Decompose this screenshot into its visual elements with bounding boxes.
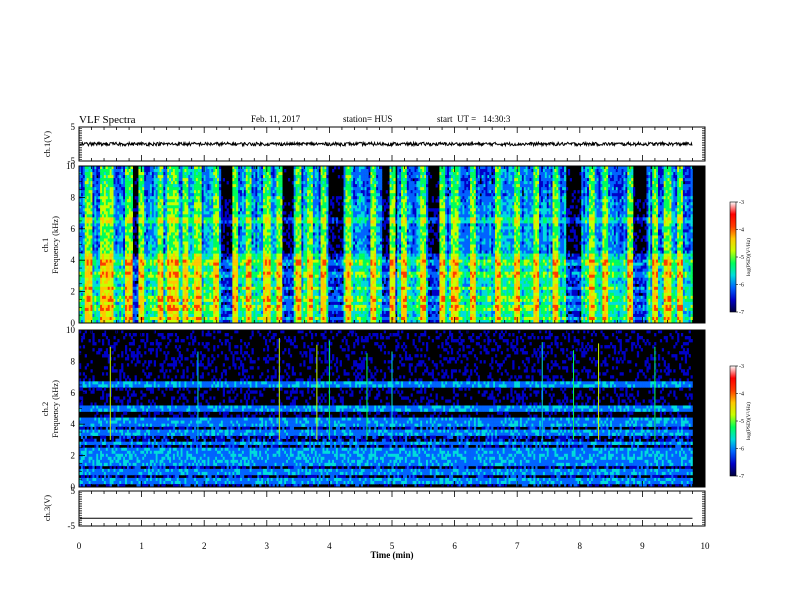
x-tick-label: 4 — [327, 541, 332, 551]
colorbar-tick: -7 — [739, 310, 744, 316]
spectrogram-ch1 — [79, 166, 705, 323]
ch1-spec-ylabel: Frequency (kHz) — [50, 216, 60, 274]
vlf-figure: VLF Spectra Feb. 11, 2017 station= HUS s… — [0, 0, 792, 612]
x-tick-label: 8 — [578, 541, 583, 551]
ch1-spec-y-tick: 4 — [71, 255, 76, 265]
colorbar-tick: -3 — [739, 364, 744, 370]
colorbar-1 — [730, 202, 736, 312]
x-tick-label: 7 — [515, 541, 520, 551]
ch3-wave-y-tick: -5 — [68, 521, 76, 531]
x-tick-label: 9 — [640, 541, 645, 551]
ch1-waveform — [80, 142, 692, 145]
ch2-spec-y-tick: 2 — [71, 451, 76, 461]
ch1-spec-y-tick: 6 — [71, 224, 76, 234]
ch1-spec-y-tick: 10 — [66, 161, 76, 171]
figure-title: VLF Spectra — [79, 114, 136, 126]
colorbar-label: log(PSD)(V²/Hz) — [745, 402, 752, 440]
colorbar-tick: -4 — [739, 392, 744, 398]
colorbar-tick: -4 — [739, 228, 744, 234]
ch1-spec-channel-label: ch.1 — [40, 238, 50, 252]
colorbar-2 — [730, 366, 736, 476]
ch3-wave-ylabel: ch.3(V) — [42, 495, 52, 521]
ch2-spec-y-tick: 10 — [66, 325, 76, 335]
ch2-spec-ylabel: Frequency (kHz) — [50, 380, 60, 438]
figure-station: station= HUS — [343, 114, 392, 124]
colorbar-tick: -6 — [739, 283, 744, 289]
colorbar-tick: -6 — [739, 447, 744, 453]
colorbar-tick: -3 — [739, 200, 744, 206]
spectrogram-ch2 — [79, 330, 705, 487]
ch2-spec-y-tick: 8 — [71, 356, 76, 366]
figure-date: Feb. 11, 2017 — [251, 114, 301, 124]
x-tick-label: 2 — [202, 541, 207, 551]
ch1-wave-y-tick: 5 — [71, 122, 76, 132]
ch1-spec-y-tick: 2 — [71, 287, 76, 297]
colorbar-tick: -5 — [739, 419, 744, 425]
ch1-spec-y-tick: 8 — [71, 192, 76, 202]
x-tick-label: 10 — [701, 541, 711, 551]
x-tick-label: 0 — [77, 541, 82, 551]
x-tick-label: 3 — [265, 541, 270, 551]
x-tick-label: 6 — [452, 541, 457, 551]
colorbar-tick: -5 — [739, 255, 744, 261]
colorbar-tick: -7 — [739, 474, 744, 480]
colorbar-label: log(PSD)(V²/Hz) — [745, 238, 752, 276]
x-axis-label: Time (min) — [370, 550, 413, 560]
ch1-wave-ylabel: ch.1(V) — [42, 131, 52, 157]
ch2-spec-y-tick: 4 — [71, 419, 76, 429]
ch2-spec-channel-label: ch.2 — [40, 402, 50, 416]
figure-start-time: start UT = 14:30:3 — [437, 114, 511, 124]
x-tick-label: 1 — [139, 541, 144, 551]
ch2-spec-y-tick: 6 — [71, 388, 76, 398]
ch3-wave-y-tick: 5 — [71, 486, 76, 496]
